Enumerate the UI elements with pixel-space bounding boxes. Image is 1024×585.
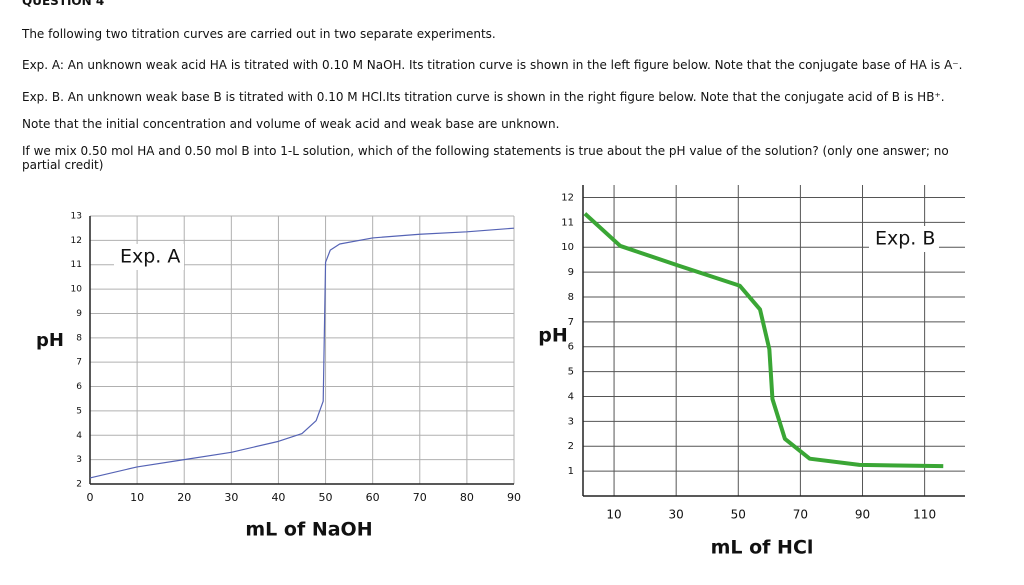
x-tick-label: 80 xyxy=(460,491,474,504)
y-tick-label: 7 xyxy=(76,358,82,368)
annotation: Exp. B xyxy=(875,228,935,250)
paragraph: Note that the initial concentration and … xyxy=(22,117,560,131)
y-tick-label: 10 xyxy=(561,242,574,253)
x-axis-label: mL of NaOH xyxy=(245,519,372,541)
x-tick-label: 50 xyxy=(319,491,333,504)
y-tick-label: 5 xyxy=(76,406,82,416)
annotation-bg xyxy=(114,244,184,270)
y-tick-label: 11 xyxy=(71,260,82,270)
y-tick-label: 4 xyxy=(568,391,574,402)
y-tick-label: 4 xyxy=(76,431,82,441)
x-tick-label: 70 xyxy=(413,491,427,504)
x-tick-label: 0 xyxy=(87,491,94,504)
question-title: QUESTION 4 xyxy=(22,0,105,8)
x-tick-label: 30 xyxy=(669,508,684,522)
y-tick-label: 11 xyxy=(561,217,574,228)
x-tick-label: 10 xyxy=(606,508,621,522)
x-tick-label: 110 xyxy=(913,508,936,522)
annotation-bg xyxy=(869,226,939,252)
y-tick-label: 10 xyxy=(71,285,83,295)
y-tick-label: 2 xyxy=(568,441,574,452)
x-tick-label: 10 xyxy=(130,491,144,504)
x-tick-label: 70 xyxy=(793,508,808,522)
y-tick-label: 12 xyxy=(71,236,82,246)
x-tick-label: 90 xyxy=(507,491,521,504)
y-tick-label: 5 xyxy=(568,367,574,378)
y-tick-label: 2 xyxy=(76,480,82,490)
y-tick-label: 9 xyxy=(568,267,574,278)
x-tick-label: 50 xyxy=(731,508,746,522)
x-tick-label: 30 xyxy=(224,491,238,504)
y-tick-label: 6 xyxy=(76,382,82,392)
y-tick-label: 6 xyxy=(568,342,574,353)
y-tick-label: 13 xyxy=(71,212,82,222)
y-tick-label: 12 xyxy=(561,192,574,203)
paragraph: Exp. A: An unknown weak acid HA is titra… xyxy=(22,58,963,72)
y-tick-label: 3 xyxy=(76,455,82,465)
paragraph: Exp. B. An unknown weak base B is titrat… xyxy=(22,90,945,104)
x-axis-label: mL of HCl xyxy=(711,537,814,559)
curve xyxy=(583,212,944,469)
x-tick-label: 90 xyxy=(855,508,870,522)
y-tick-label: 8 xyxy=(76,333,82,343)
y-axis-label: pH xyxy=(36,330,64,351)
paragraph: The following two titration curves are c… xyxy=(22,27,496,41)
paragraph: If we mix 0.50 mol HA and 0.50 mol B int… xyxy=(22,144,949,172)
y-tick-label: 8 xyxy=(568,292,574,303)
y-tick-label: 9 xyxy=(76,309,82,319)
y-tick-label: 7 xyxy=(568,317,574,328)
x-tick-label: 60 xyxy=(366,491,380,504)
y-axis-label: pH xyxy=(538,325,568,347)
curve xyxy=(89,227,515,479)
y-tick-label: 1 xyxy=(568,466,574,477)
x-tick-label: 40 xyxy=(271,491,285,504)
x-tick-label: 20 xyxy=(177,491,191,504)
y-tick-label: 3 xyxy=(568,416,574,427)
annotation: Exp. A xyxy=(120,246,180,268)
